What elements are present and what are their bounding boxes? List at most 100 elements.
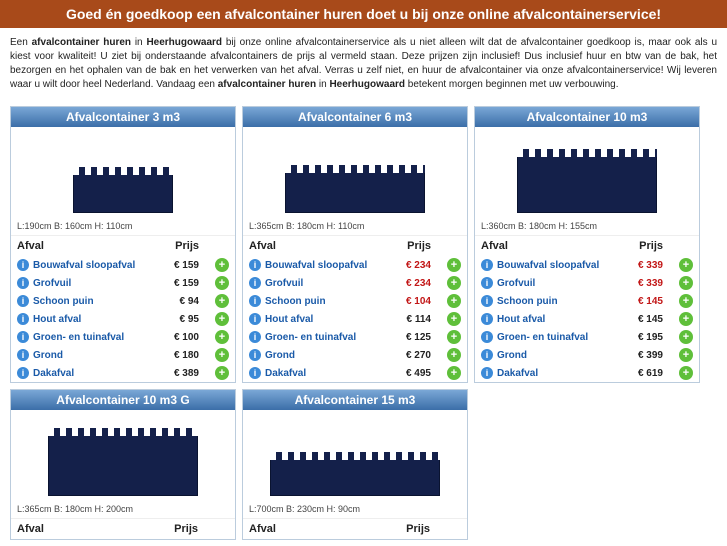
info-icon[interactable]: i [249,349,261,361]
info-icon[interactable]: i [481,259,493,271]
cards-container: Afvalcontainer 3 m3 L:190cm B: 160cm H: 1… [0,100,727,546]
add-icon[interactable]: + [679,258,693,272]
add-icon[interactable]: + [215,258,229,272]
card-title: Afvalcontainer 15 m3 [243,390,467,410]
price-value: € 234 [394,256,437,274]
waste-type-link[interactable]: Grond [265,350,295,361]
table-row: iGroen- en tuinafval€ 125+ [243,328,467,346]
info-icon[interactable]: i [17,277,29,289]
table-row: i Grofvuil € 159 + [11,274,235,292]
waste-type-link[interactable]: Dakafval [497,368,538,379]
info-icon[interactable]: i [17,331,29,343]
price-value: € 234 [394,274,437,292]
info-icon[interactable]: i [249,367,261,379]
price-value: € 399 [626,346,669,364]
container-image [11,410,235,500]
card-title: Afvalcontainer 3 m3 [11,107,235,127]
price-value: € 619 [626,364,669,382]
waste-type-link[interactable]: Groen- en tuinafval [497,332,588,343]
product-card: Afvalcontainer 3 m3 L:190cm B: 160cm H: 1… [10,106,236,383]
add-icon[interactable]: + [215,294,229,308]
container-image [11,127,235,217]
add-icon[interactable]: + [215,348,229,362]
waste-type-link[interactable]: Schoon puin [265,296,326,307]
add-icon[interactable]: + [679,366,693,380]
info-icon[interactable]: i [249,295,261,307]
card-dimensions: L:360cm B: 180cm H: 155cm [475,217,699,236]
info-icon[interactable]: i [249,259,261,271]
container-image [243,127,467,217]
add-icon[interactable]: + [215,276,229,290]
card-dimensions: L:365cm B: 180cm H: 110cm [243,217,467,236]
info-icon[interactable]: i [17,259,29,271]
container-image [243,410,467,500]
info-icon[interactable]: i [481,277,493,289]
waste-type-link[interactable]: Hout afval [497,314,545,325]
waste-type-link[interactable]: Grond [33,350,63,361]
table-row: i Hout afval € 114 + [243,310,467,328]
add-icon[interactable]: + [679,276,693,290]
price-value: € 94 [162,292,205,310]
info-icon[interactable]: i [481,349,493,361]
info-icon[interactable]: i [17,313,29,325]
waste-type-link[interactable]: Hout afval [33,314,81,325]
add-icon[interactable]: + [215,330,229,344]
waste-type-link[interactable]: Grofvuil [265,278,303,289]
price-table: AfvalPrijs [243,519,467,539]
waste-type-link[interactable]: Dakafval [33,368,74,379]
add-icon[interactable]: + [447,276,461,290]
price-value: € 104 [394,292,437,310]
info-icon[interactable]: i [481,313,493,325]
info-icon[interactable]: i [249,331,261,343]
price-table: AfvalPrijs [11,519,235,539]
info-icon[interactable]: i [17,295,29,307]
add-icon[interactable]: + [447,366,461,380]
price-value: € 145 [626,310,669,328]
waste-type-link[interactable]: Groen- en tuinafval [33,332,124,343]
waste-type-link[interactable]: Schoon puin [497,296,558,307]
price-value: € 100 [162,328,205,346]
table-row: i Schoon puin € 94 + [11,292,235,310]
info-icon[interactable]: i [249,313,261,325]
add-icon[interactable]: + [679,330,693,344]
waste-type-link[interactable]: Bouwafval sloopafval [33,260,135,271]
add-icon[interactable]: + [679,312,693,326]
info-icon[interactable]: i [481,331,493,343]
add-icon[interactable]: + [447,348,461,362]
add-icon[interactable]: + [679,294,693,308]
info-icon[interactable]: i [17,367,29,379]
waste-type-link[interactable]: Hout afval [265,314,313,325]
info-icon[interactable]: i [481,295,493,307]
price-value: € 159 [162,274,205,292]
intro-text: Een afvalcontainer huren in Heerhugowaar… [0,28,727,100]
price-value: € 270 [394,346,437,364]
price-value: € 145 [626,292,669,310]
add-icon[interactable]: + [679,348,693,362]
card-dimensions: L:190cm B: 160cm H: 110cm [11,217,235,236]
waste-type-link[interactable]: Schoon puin [33,296,94,307]
info-icon[interactable]: i [481,367,493,379]
price-value: € 114 [394,310,437,328]
waste-type-link[interactable]: Bouwafval sloopafval [265,260,367,271]
price-value: € 195 [626,328,669,346]
waste-type-link[interactable]: Grond [497,350,527,361]
col-prijs: Prijs [394,236,437,256]
waste-type-link[interactable]: Groen- en tuinafval [265,332,356,343]
info-icon[interactable]: i [17,349,29,361]
add-icon[interactable]: + [215,312,229,326]
info-icon[interactable]: i [249,277,261,289]
waste-type-link[interactable]: Bouwafval sloopafval [497,260,599,271]
col-afval: Afval [475,236,626,256]
add-icon[interactable]: + [215,366,229,380]
price-table: AfvalPrijsiBouwafval sloopafval€ 339+iGr… [475,236,699,382]
add-icon[interactable]: + [447,294,461,308]
waste-type-link[interactable]: Grofvuil [497,278,535,289]
add-icon[interactable]: + [447,330,461,344]
table-row: i Bouwafval sloopafval € 234 + [243,256,467,274]
product-card: Afvalcontainer 10 m3 GL:365cm B: 180cm H… [10,389,236,540]
add-icon[interactable]: + [447,312,461,326]
add-icon[interactable]: + [447,258,461,272]
table-row: i Grond € 399 + [475,346,699,364]
waste-type-link[interactable]: Grofvuil [33,278,71,289]
waste-type-link[interactable]: Dakafval [265,368,306,379]
